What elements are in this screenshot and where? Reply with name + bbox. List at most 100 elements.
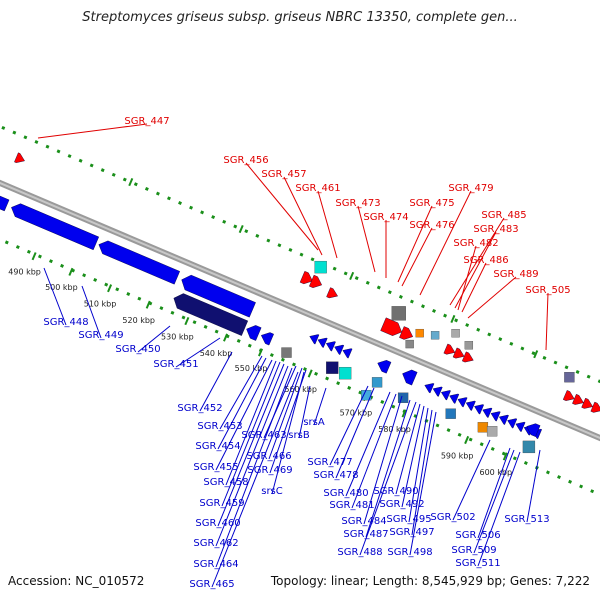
forward-gene	[314, 260, 327, 274]
scale-tick-label: 540 kbp	[200, 349, 233, 358]
leader-line	[283, 176, 323, 256]
leader-line	[467, 276, 517, 319]
reverse-gene	[246, 325, 262, 341]
reverse-gene-label: SGR_513	[504, 514, 549, 525]
forward-gene-label: SGR_474	[363, 212, 408, 223]
leader-line	[457, 245, 477, 311]
scale-tick	[401, 409, 407, 418]
reverse-gene	[432, 386, 443, 397]
scale-tick	[68, 267, 74, 276]
scale-tick	[223, 333, 229, 342]
reverse-gene	[440, 390, 451, 401]
leader-line	[219, 355, 263, 430]
backbone-layer	[0, 179, 600, 442]
leader-line	[313, 387, 327, 426]
forward-gene-label: SGR_447	[124, 116, 169, 127]
reverse-gene-label: SGR_465	[189, 579, 234, 590]
leader-line	[175, 337, 221, 368]
leader-line	[545, 292, 549, 351]
leader-line	[215, 359, 273, 471]
reverse-gene-label: SGR_454	[195, 441, 240, 452]
leader-line	[215, 365, 289, 547]
forward-gene	[452, 347, 465, 359]
reverse-gene	[515, 421, 526, 432]
leader-line	[268, 367, 303, 460]
scale-tick-label: 590 kbp	[441, 451, 474, 460]
reverse-gene	[377, 360, 392, 374]
forward-gene-label: SGR_482	[453, 238, 498, 249]
reverse-gene	[98, 240, 181, 285]
scale-tick	[258, 348, 263, 357]
reverse-gene-label: SGR_448	[43, 317, 88, 328]
reverse-gene-label: SGR_455	[193, 462, 238, 473]
forward-gene-label: SGR_505	[525, 285, 570, 296]
leader-line	[137, 325, 171, 353]
map-title: Streptomyces griseus subsp. griseus NBRC…	[82, 10, 518, 25]
reverse-gene-label: srsB	[288, 430, 310, 441]
reverse-gene	[445, 408, 456, 419]
forward-gene	[430, 331, 440, 340]
reverse-gene-label: SGR_480	[323, 488, 368, 499]
reverse-gene	[11, 203, 100, 251]
forward-gene-label: SGR_456	[223, 155, 268, 166]
scale-tick	[502, 452, 508, 461]
reverse-gene-label: SGR_450	[115, 344, 160, 355]
forward-gene	[562, 390, 575, 401]
leader-line	[359, 401, 417, 556]
leader-line	[81, 285, 102, 339]
leader-line	[473, 449, 515, 554]
forward-gene-label: SGR_485	[481, 210, 526, 221]
leader-line	[409, 411, 437, 556]
reverse-gene	[334, 344, 345, 355]
scale-tick	[107, 284, 113, 293]
forward-gene	[581, 397, 594, 409]
axis-layer: 490 kbp 500 kbp 510 kbp 520 kbp 530 kbp 540 k…	[0, 125, 600, 497]
reverse-gene	[522, 440, 536, 454]
reverse-gene	[260, 332, 274, 346]
reverse-gene-label: SGR_458	[203, 477, 248, 488]
leader-line	[477, 451, 521, 567]
reverse-gene	[424, 383, 435, 394]
leader-line	[461, 262, 487, 313]
leader-line	[449, 217, 505, 306]
reverse-gene-label: srsA	[303, 417, 325, 428]
reverse-gene	[465, 400, 476, 411]
leader-line	[357, 205, 376, 273]
forward-gene-label: SGR_457	[261, 169, 306, 180]
scale-tick	[533, 350, 539, 359]
forward-gene	[464, 341, 474, 350]
reverse-gene	[325, 341, 336, 352]
forward-gene	[326, 287, 338, 299]
reverse-gene-label: SGR_484	[341, 516, 386, 527]
reverse-gene-label: SGR_452	[177, 403, 222, 414]
leader-line	[217, 357, 267, 450]
reverse-gene	[486, 426, 498, 437]
reverse-gene	[342, 348, 353, 359]
forward-gene	[380, 317, 402, 336]
forward-gene	[590, 401, 600, 413]
leader-line	[395, 403, 421, 495]
leader-line	[411, 409, 433, 536]
reverse-gene	[317, 337, 328, 348]
reverse-gene	[397, 392, 409, 403]
leader-line	[329, 385, 369, 466]
leader-line	[397, 205, 433, 283]
leader-line-layer	[37, 123, 549, 588]
forward-gene	[299, 270, 313, 285]
gene-layer	[0, 152, 600, 454]
scale-tick-label: 520 kbp	[122, 316, 155, 325]
scale-tick-label: 490 kbp	[8, 268, 41, 277]
reverse-gene	[309, 334, 320, 345]
reverse-gene	[326, 361, 339, 374]
reverse-gene	[338, 366, 352, 380]
reverse-gene-label: SGR_469	[247, 465, 292, 476]
reverse-gene-label: SGR_478	[313, 470, 358, 481]
forward-gene-label: SGR_475	[409, 198, 454, 209]
reverse-gene-label: SGR_502	[430, 512, 475, 523]
reverse-gene	[507, 418, 518, 429]
forward-gene	[443, 343, 456, 355]
reverse-gene-label: SGR_464	[193, 559, 238, 570]
leader-line	[298, 385, 311, 439]
scale-tick-label: 500 kbp	[45, 283, 78, 292]
